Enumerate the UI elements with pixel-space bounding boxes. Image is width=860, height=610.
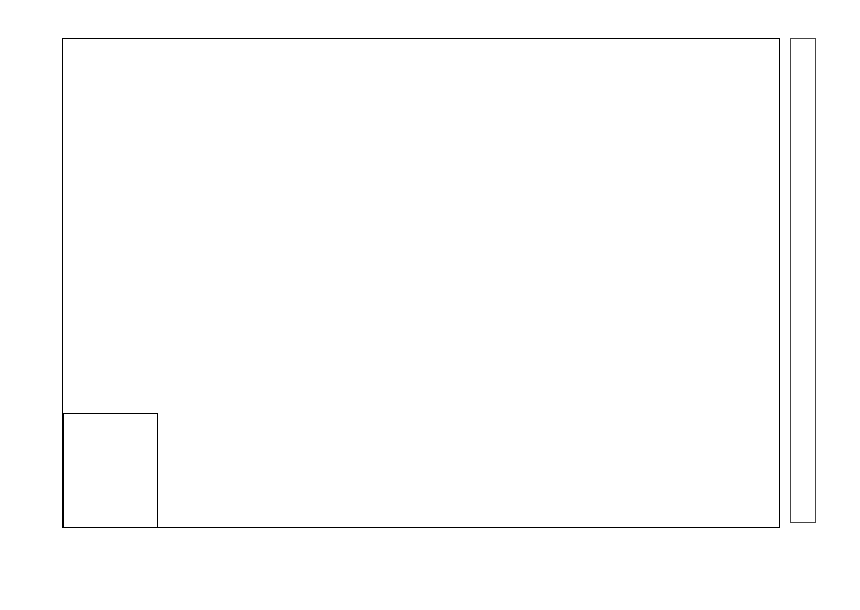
inset-geography-overlay (64, 414, 157, 528)
graticule-grid (63, 39, 779, 527)
colorbar (790, 38, 816, 523)
inset-precipitation-field (64, 414, 157, 527)
map-plot-area (62, 38, 780, 528)
south-china-sea-inset (63, 413, 158, 528)
precipitation-probability-field (63, 39, 779, 527)
